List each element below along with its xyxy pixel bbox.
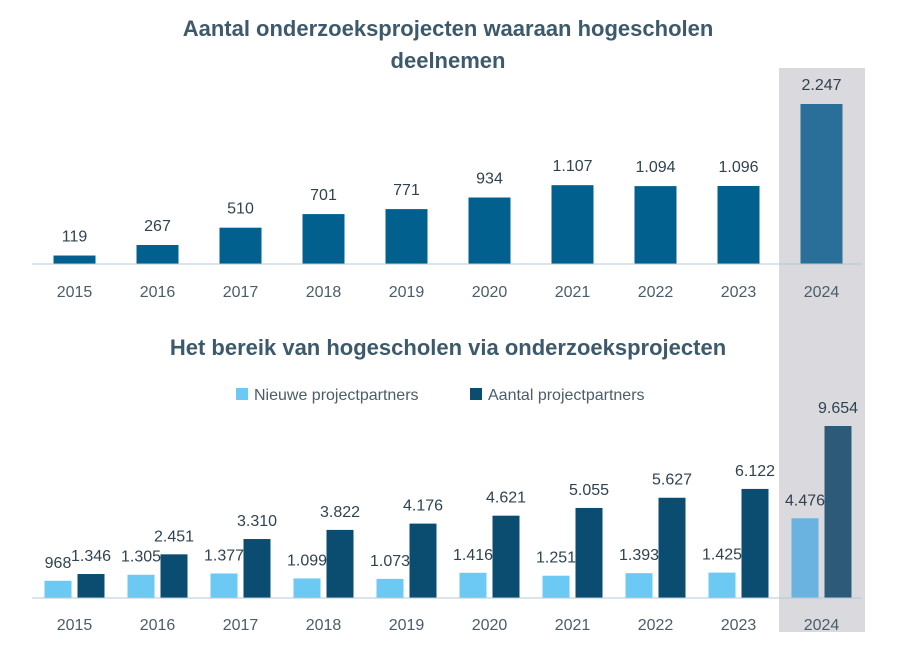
chart2-title: Het bereik van hogescholen via onderzoek…: [170, 335, 726, 360]
chart1-data-label-2018: 701: [310, 187, 337, 204]
chart1-data-label-2021: 1.107: [552, 158, 592, 175]
chart2-bar-total-partners-2023: [741, 488, 769, 598]
chart2-x-tick-2017: 2017: [223, 617, 259, 634]
chart2-data-label-total-partners-2021: 5.055: [569, 482, 609, 499]
chart2-bar-new-partners-2021: [542, 575, 570, 598]
legend-label-total-partners: Aantal projectpartners: [488, 387, 645, 404]
chart1-x-ticks: 2015 2016 2017 2018 2019 2020 2021 2022 2023 2024: [57, 284, 840, 301]
chart1-data-label-2024: 2.247: [801, 77, 841, 94]
chart2-data-label-total-partners-2022: 5.627: [652, 472, 692, 489]
chart2-data-label-total-partners-2023: 6.122: [735, 463, 775, 480]
chart1-data-label-2016: 267: [144, 218, 171, 235]
chart1-bar-2021: [551, 185, 594, 264]
chart1-x-tick-2019: 2019: [389, 284, 425, 301]
chart2-bar-total-partners-2020: [492, 515, 520, 598]
chart1-bar-2020: [468, 197, 511, 264]
chart1-data-label-2015: 119: [62, 229, 88, 246]
chart2-data-label-new-partners-2015: 968: [45, 555, 72, 572]
chart2-bar-new-partners-2018: [293, 578, 321, 598]
chart1-bar-2019: [385, 209, 428, 264]
chart2-data-label-new-partners-2022: 1.393: [619, 547, 659, 564]
chart2-data-label-total-partners-2015: 1.346: [71, 548, 111, 565]
chart2-bars: 968 1.346 1.305 2.451 1.377 3.310 1.099 3.822 1.…: [44, 400, 858, 598]
chart2-bar-new-partners-2023: [708, 572, 736, 598]
chart2-data-label-total-partners-2018: 3.822: [320, 504, 360, 521]
chart2-bar-total-partners-2018: [326, 529, 354, 598]
chart2-x-tick-2018: 2018: [306, 617, 342, 634]
chart1-data-label-2022: 1.094: [635, 159, 675, 176]
chart2-x-ticks: 2015 2016 2017 2018 2019 2020 2021 2022 2023 2024: [57, 617, 840, 634]
chart1-x-tick-2016: 2016: [140, 284, 176, 301]
chart2-bar-total-partners-2022: [658, 497, 686, 598]
chart1-x-tick-2015: 2015: [57, 284, 93, 301]
chart1-title-line1: Aantal onderzoeksprojecten waaraan hoges…: [183, 16, 714, 41]
chart1-bar-2023: [717, 185, 760, 264]
chart2-x-tick-2022: 2022: [638, 617, 674, 634]
chart2-bar-new-partners-2024: [791, 518, 819, 598]
chart2-data-label-new-partners-2019: 1.073: [370, 553, 410, 570]
chart2-bar-new-partners-2015: [44, 580, 72, 598]
chart2-data-label-new-partners-2020: 1.416: [453, 547, 493, 564]
chart1-bars: 119 267 510 701 771 934 1.107 1.094 1.096 2.247: [53, 77, 843, 264]
chart2-data-label-new-partners-2016: 1.305: [121, 549, 161, 566]
chart2-data-label-new-partners-2024: 4.476: [785, 492, 825, 509]
chart2-data-label-total-partners-2016: 2.451: [154, 528, 194, 545]
chart2-data-label-new-partners-2017: 1.377: [204, 547, 244, 564]
chart1-data-label-2019: 771: [393, 182, 420, 199]
chart2-data-label-new-partners-2018: 1.099: [287, 552, 327, 569]
chart1-x-tick-2024: 2024: [804, 284, 840, 301]
chart1-bar-2024: [800, 104, 843, 264]
chart2-bar-total-partners-2016: [160, 554, 188, 598]
chart2-data-label-total-partners-2019: 4.176: [403, 498, 443, 515]
chart1-x-tick-2022: 2022: [638, 284, 674, 301]
chart1-x-tick-2020: 2020: [472, 284, 508, 301]
chart1-bar-2017: [219, 227, 262, 264]
chart2-data-label-total-partners-2024: 9.654: [818, 400, 858, 417]
chart2-x-tick-2020: 2020: [472, 617, 508, 634]
legend-swatch-new-partners: [236, 388, 248, 400]
chart2-x-tick-2021: 2021: [555, 617, 591, 634]
chart1-data-label-2017: 510: [227, 201, 254, 218]
chart2-bar-total-partners-2015: [77, 574, 105, 598]
chart2-x-tick-2015: 2015: [57, 617, 93, 634]
chart2-bar-new-partners-2020: [459, 572, 487, 598]
chart1-x-tick-2023: 2023: [721, 284, 757, 301]
chart2-bar-new-partners-2016: [127, 574, 155, 598]
legend-label-new-partners: Nieuwe projectpartners: [254, 387, 419, 404]
chart2-bar-total-partners-2021: [575, 507, 603, 598]
legend-swatch-total-partners: [470, 388, 482, 400]
chart2-x-tick-2024: 2024: [804, 617, 840, 634]
chart2-bar-total-partners-2024: [824, 426, 852, 598]
chart2-bar-total-partners-2019: [409, 523, 437, 598]
chart2-bar-new-partners-2019: [376, 578, 404, 598]
chart2-x-tick-2023: 2023: [721, 617, 757, 634]
chart2-legend: Nieuwe projectpartners Aantal projectpar…: [236, 387, 645, 404]
chart1-bar-2022: [634, 186, 677, 264]
chart2-x-tick-2019: 2019: [389, 617, 425, 634]
chart2-bar-total-partners-2017: [243, 539, 271, 598]
chart1-bar-2016: [136, 244, 179, 264]
chart1-x-tick-2021: 2021: [555, 284, 591, 301]
chart1-title-line2: deelnemen: [391, 48, 506, 73]
chart2-data-label-new-partners-2023: 1.425: [702, 547, 742, 564]
chart1-bar-2015: [53, 255, 96, 264]
chart2-bar-new-partners-2022: [625, 573, 653, 598]
chart1-data-label-2020: 934: [476, 170, 503, 187]
chart2-x-tick-2016: 2016: [140, 617, 176, 634]
chart2-data-label-total-partners-2020: 4.621: [486, 490, 526, 507]
chart1-x-tick-2017: 2017: [223, 284, 259, 301]
chart1-bar-2018: [302, 214, 345, 264]
chart2-data-label-total-partners-2017: 3.310: [237, 513, 277, 530]
chart2-data-label-new-partners-2021: 1.251: [536, 550, 576, 567]
chart1-data-label-2023: 1.096: [718, 159, 758, 176]
chart1-x-tick-2018: 2018: [306, 284, 342, 301]
chart2-bar-new-partners-2017: [210, 573, 238, 598]
